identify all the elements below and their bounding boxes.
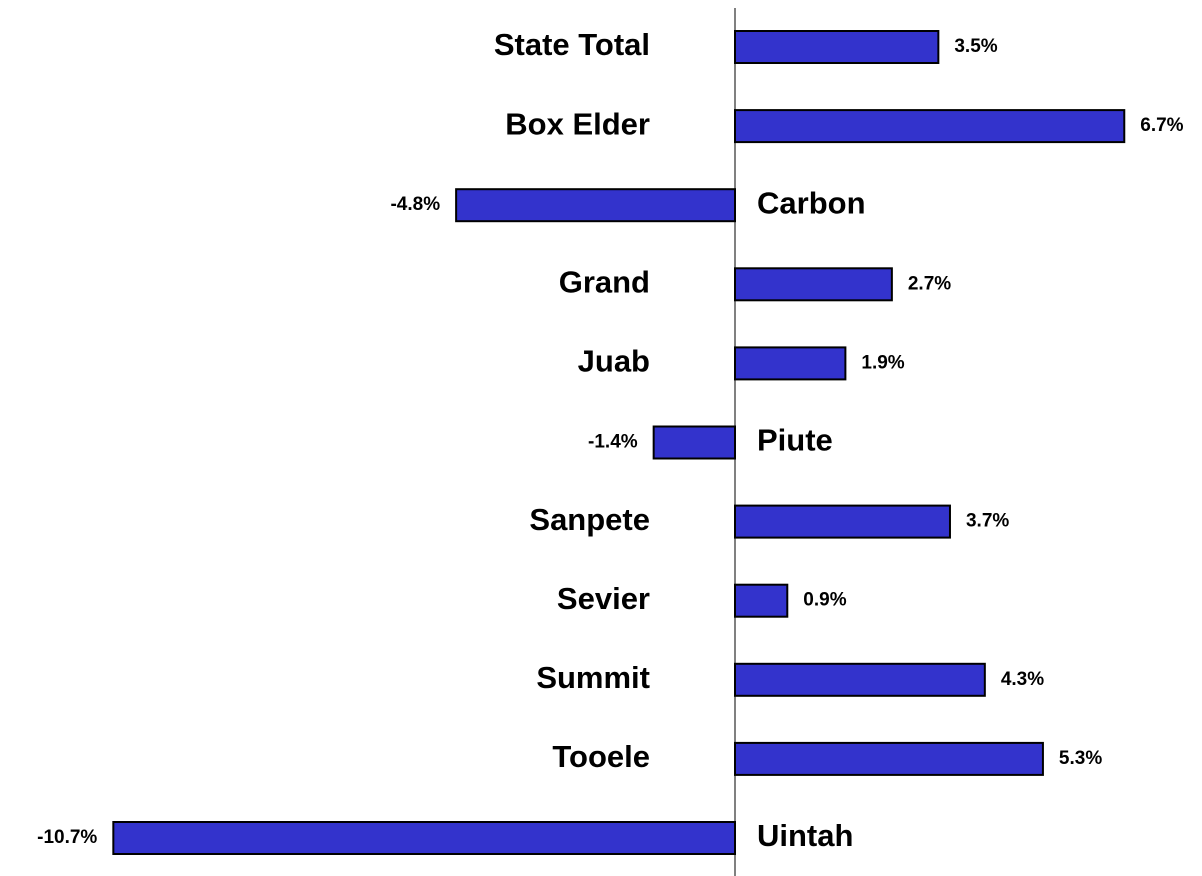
value-label: 5.3%	[1059, 748, 1102, 769]
value-label: -4.8%	[390, 194, 440, 215]
category-label: Summit	[536, 660, 650, 695]
bar	[112, 821, 736, 855]
category-label: Tooele	[552, 739, 650, 774]
value-label: -1.4%	[588, 432, 638, 453]
category-label: State Total	[494, 27, 650, 62]
value-label: 3.7%	[966, 511, 1009, 532]
value-label: 1.9%	[861, 352, 904, 373]
value-label: 4.3%	[1001, 669, 1044, 690]
value-label: 3.5%	[954, 36, 997, 57]
value-label: 6.7%	[1140, 115, 1183, 136]
bar	[734, 662, 986, 697]
category-label: Sevier	[557, 581, 650, 616]
bar	[652, 425, 736, 460]
category-label: Juab	[578, 344, 650, 379]
value-label: 2.7%	[908, 273, 951, 294]
bar	[734, 30, 940, 64]
bar	[734, 741, 1044, 776]
bar	[455, 188, 736, 223]
category-label: Piute	[757, 423, 833, 458]
bar	[734, 267, 893, 302]
category-label: Box Elder	[505, 106, 650, 141]
category-label: Sanpete	[529, 502, 650, 537]
bar	[734, 504, 951, 539]
value-label: -10.7%	[37, 827, 97, 848]
category-label: Uintah	[757, 818, 853, 853]
category-label: Carbon	[757, 185, 866, 220]
category-label: Grand	[559, 264, 650, 299]
bar	[734, 346, 847, 381]
bar	[734, 583, 789, 618]
bar	[734, 109, 1126, 144]
value-label: 0.9%	[803, 590, 846, 611]
